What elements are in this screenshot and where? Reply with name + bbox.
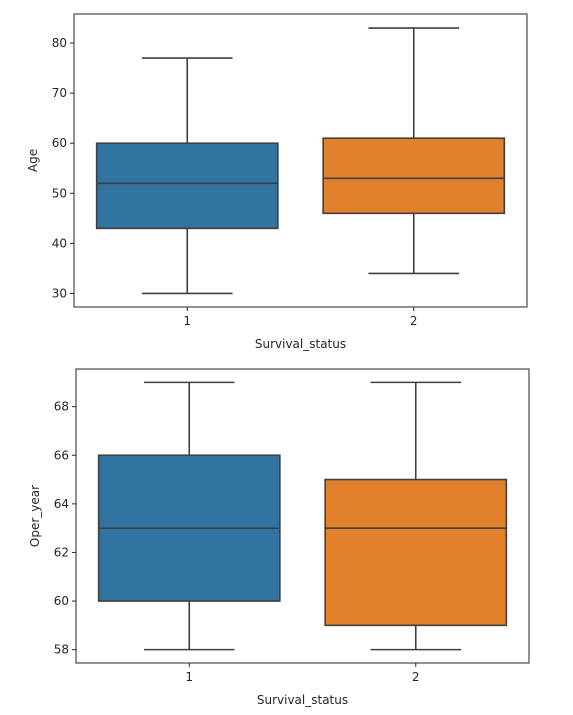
y-tick-label: 68 — [54, 400, 69, 414]
y-tick-label: 66 — [54, 448, 69, 462]
iqr-box — [322, 137, 506, 215]
y-tick-label: 62 — [54, 545, 69, 559]
y-tick-label: 64 — [54, 497, 69, 511]
y-tick-label: 50 — [52, 186, 67, 200]
y-tick-label: 40 — [52, 236, 67, 250]
plot-frame — [75, 368, 530, 664]
y-tick-label: 60 — [54, 594, 69, 608]
x-axis-label: Survival_status — [257, 693, 348, 707]
plot-frame — [73, 13, 528, 308]
oper-year-boxplot-chart: 58 60 62 64 66 68 1 2 Survival_status Oper_year — [28, 368, 530, 707]
age-boxplot-chart: 30 40 50 60 70 80 1 2 Survival_status Age — [26, 13, 528, 351]
x-tick-label: 1 — [183, 314, 191, 328]
x-axis-label: Survival_status — [255, 337, 346, 351]
y-axis-label: Oper_year — [28, 485, 42, 547]
y-tick-label: 60 — [52, 136, 67, 150]
x-tick-label: 2 — [410, 314, 418, 328]
x-tick-label: 2 — [412, 670, 420, 684]
y-axis-label: Age — [26, 149, 40, 172]
iqr-box — [324, 478, 508, 627]
box-group-1 — [95, 57, 279, 295]
y-tick-label: 30 — [52, 286, 67, 300]
box-group-2 — [322, 27, 506, 275]
iqr-box — [95, 142, 279, 230]
y-tick-label: 70 — [52, 86, 67, 100]
box-group-2 — [324, 381, 508, 651]
y-tick-label: 80 — [52, 36, 67, 50]
box-group-1 — [97, 381, 281, 651]
y-tick-label: 58 — [54, 643, 69, 657]
x-tick-label: 1 — [185, 670, 193, 684]
